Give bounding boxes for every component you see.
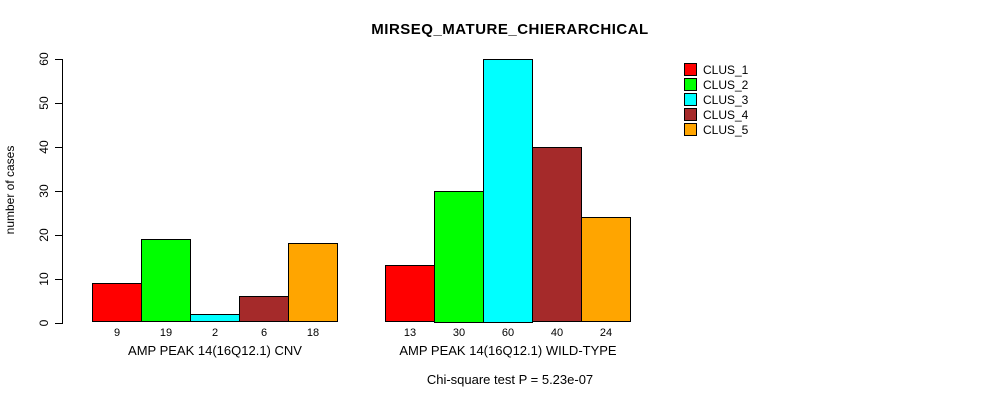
legend-swatch-clus_2 (684, 78, 697, 91)
legend-item-clus_1: CLUS_1 (684, 62, 748, 77)
group-label-1: AMP PEAK 14(16Q12.1) CNV (128, 343, 302, 358)
legend: CLUS_1 CLUS_2 CLUS_3 CLUS_4 CLUS_5 (684, 62, 748, 137)
y-axis-title: number of cases (3, 145, 17, 235)
bar-clus_1-group2 (385, 265, 435, 323)
y-tick-label: 10 (37, 271, 51, 286)
y-tick-label: 60 (37, 52, 51, 66)
legend-swatch-clus_3 (684, 93, 697, 106)
bar-clus_5-group2 (581, 217, 631, 323)
y-tick-label: 50 (37, 96, 51, 110)
legend-item-clus_5: CLUS_5 (684, 122, 748, 137)
bar-clus_4-group2 (532, 146, 582, 323)
bar-clus_4-group1 (239, 296, 289, 323)
bar-clus_3-group1 (190, 313, 240, 323)
y-tick (55, 234, 62, 236)
legend-item-clus_2: CLUS_2 (684, 77, 748, 92)
chart-title: MIRSEQ_MATURE_CHIERARCHICAL (371, 21, 649, 38)
bar-clus_1-group1 (92, 282, 142, 323)
y-axis-line (62, 59, 63, 324)
chart-subtitle: Chi-square test P = 5.23e-07 (426, 372, 594, 387)
legend-label: CLUS_4 (703, 107, 749, 122)
y-tick-label: 0 (37, 319, 51, 326)
bar-clus_2-group1 (141, 239, 191, 323)
y-tick-label: 20 (37, 227, 51, 242)
y-tick-label: 40 (37, 140, 51, 154)
bar-value-label: 60 (501, 327, 515, 339)
bar-clus_3-group2 (483, 59, 533, 323)
y-tick-label: 30 (37, 184, 51, 198)
y-tick (55, 102, 62, 104)
bar-value-label: 18 (306, 327, 320, 339)
legend-label: CLUS_5 (703, 122, 749, 137)
bar-value-label: 19 (159, 327, 173, 339)
legend-item-clus_4: CLUS_4 (684, 107, 748, 122)
bar-value-label: 6 (260, 327, 268, 339)
legend-swatch-clus_5 (684, 123, 697, 136)
bar-value-label: 9 (113, 327, 121, 339)
y-tick (55, 278, 62, 280)
bar-value-label: 30 (452, 327, 466, 339)
legend-item-clus_3: CLUS_3 (684, 92, 748, 107)
legend-swatch-clus_1 (684, 63, 697, 76)
y-tick (55, 190, 62, 192)
y-tick (55, 146, 62, 148)
y-tick (55, 59, 62, 60)
legend-swatch-clus_4 (684, 108, 697, 121)
bar-value-label: 2 (211, 327, 219, 339)
bar-value-label: 24 (599, 327, 613, 339)
legend-label: CLUS_3 (703, 92, 749, 107)
bar-clus_5-group1 (288, 243, 338, 323)
group-label-2: AMP PEAK 14(16Q12.1) WILD-TYPE (399, 343, 617, 358)
y-tick (55, 322, 62, 324)
bar-value-label: 13 (403, 327, 417, 339)
legend-label: CLUS_2 (703, 77, 749, 92)
legend-label: CLUS_1 (703, 62, 749, 77)
bar-clus_2-group2 (434, 190, 484, 323)
bar-value-label: 40 (550, 327, 564, 339)
